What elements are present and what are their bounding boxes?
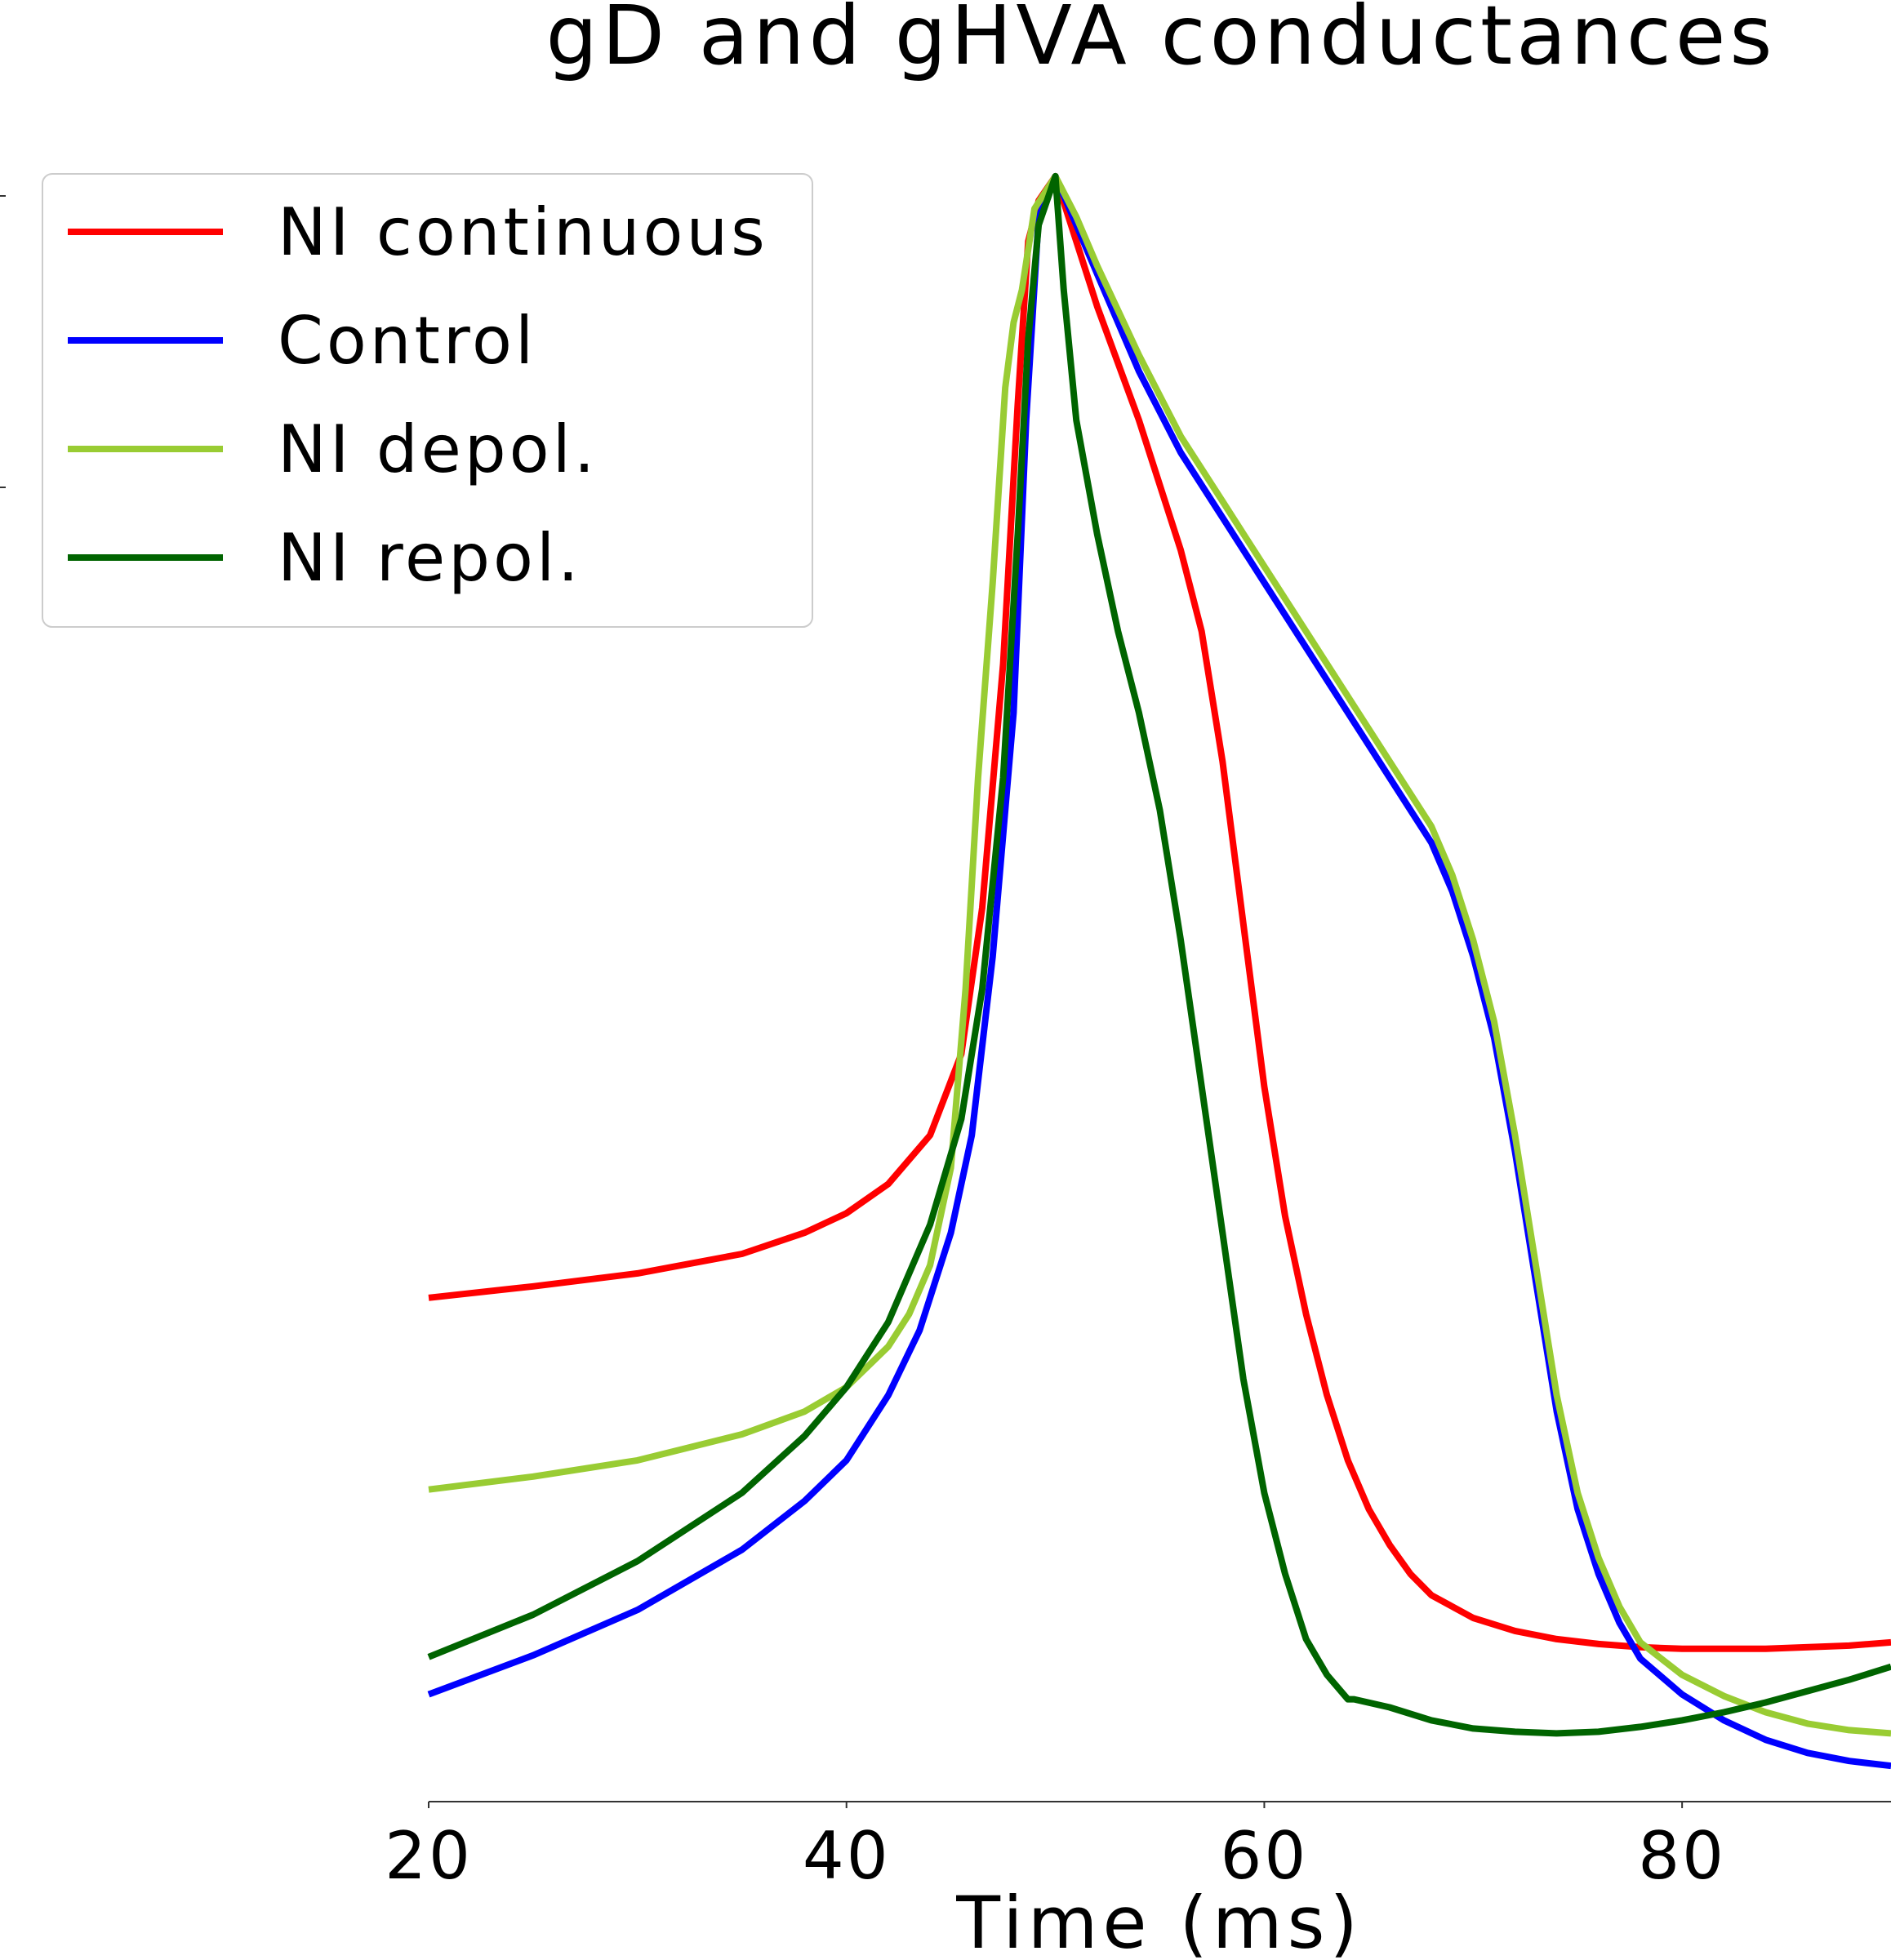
x-ticks: 20 40 60 80	[385, 1802, 1726, 1894]
series-line-0	[428, 172, 1891, 1652]
series-line-2	[428, 172, 1891, 1737]
x-tick-label: 20	[385, 1818, 473, 1894]
series-line-1	[427, 172, 1891, 1770]
legend: NI continuous Control NI depol. NI repol.	[42, 173, 813, 628]
legend-items: NI continuous Control NI depol. NI repol.	[68, 194, 768, 596]
x-axis-label: Time (ms)	[955, 1881, 1363, 1960]
legend-label-2: NI depol.	[278, 411, 598, 487]
x-tick-label: 80	[1638, 1818, 1726, 1894]
series-lines	[427, 172, 1891, 1770]
series-line-3	[427, 172, 1891, 1737]
legend-label-1: Control	[278, 303, 536, 379]
chart-title: gD and gHVA conductances	[546, 0, 1777, 83]
x-tick-label: 60	[1221, 1818, 1309, 1894]
legend-label-3: NI repol.	[278, 520, 582, 596]
x-tick-label: 40	[803, 1818, 891, 1894]
legend-label-0: NI continuous	[278, 194, 768, 270]
legend-box	[42, 173, 813, 628]
